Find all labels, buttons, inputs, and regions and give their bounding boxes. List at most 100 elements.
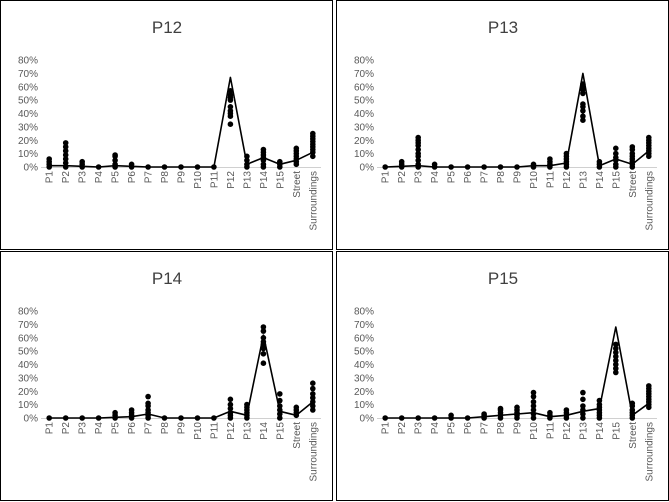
x-tick-label: P11 — [545, 422, 556, 439]
data-point — [580, 411, 586, 417]
x-tick-label: P2 — [397, 171, 408, 184]
data-point — [310, 153, 316, 160]
x-tick-label: P10 — [529, 422, 540, 440]
x-tick-label: Surroundings — [308, 422, 319, 481]
data-point — [580, 396, 586, 403]
data-point — [227, 401, 234, 408]
data-point — [277, 415, 283, 421]
data-point — [277, 391, 283, 397]
data-point — [580, 113, 586, 119]
data-point — [415, 134, 421, 141]
x-tick-label: P9 — [177, 171, 188, 184]
y-tick-label: 40% — [18, 360, 38, 371]
data-point — [580, 403, 586, 409]
x-tick-label: P10 — [193, 171, 204, 189]
data-point — [62, 144, 69, 150]
data-point — [415, 161, 421, 168]
y-tick-label: 40% — [18, 109, 38, 120]
x-tick-label: P6 — [127, 422, 138, 435]
data-point — [260, 339, 267, 345]
data-point — [128, 161, 135, 168]
data-point — [178, 164, 184, 170]
x-tick-label: P15 — [275, 171, 286, 189]
data-point — [613, 150, 619, 157]
x-tick-label: P9 — [513, 171, 524, 184]
x-tick-label: P13 — [578, 171, 589, 189]
chart-panel-p13: P13 0% 10% 20% 30% 40% 50% 60% 70% 80% P1 P2 P3 P4 P5 P… — [336, 0, 669, 250]
data-point — [530, 415, 537, 421]
data-point — [613, 361, 619, 368]
chart-panel-p14: P14 0% 10% 20% 30% 40% 50% 60% 70% 80% P1 P2 P3 P4 P5 P… — [0, 251, 333, 501]
chart-svg: P15 0% 10% 20% 30% 40% 50% 60% 70% 80% P1 P2 P3 P4 P5 P… — [354, 269, 657, 481]
x-tick-label: P3 — [78, 422, 89, 435]
x-tick-label: P12 — [226, 422, 237, 440]
x-tick-label: P1 — [381, 422, 392, 435]
x-tick-label: P4 — [430, 171, 441, 184]
x-tick-label: P4 — [94, 422, 105, 435]
chart-svg: P12 0% 10% 20% 30% 40% 50% 60% 70% 80% P1 P2 P3 P4 P5 P… — [18, 18, 321, 230]
series-line — [385, 72, 650, 168]
x-tick-label: Street — [628, 422, 639, 449]
data-point — [497, 405, 504, 412]
data-point — [580, 101, 586, 107]
y-tick-label: 10% — [18, 149, 38, 160]
x-tick-label: P4 — [94, 171, 105, 184]
data-point — [310, 385, 316, 392]
data-point — [431, 161, 438, 168]
x-tick-label: P7 — [144, 422, 155, 435]
x-tick-label: P13 — [242, 422, 253, 440]
x-tick-label: P8 — [160, 171, 171, 184]
data-point — [563, 407, 570, 413]
x-tick-label: P11 — [545, 171, 556, 188]
x-tick-label: P2 — [61, 422, 72, 435]
data-point — [95, 164, 102, 170]
data-point — [128, 407, 135, 413]
data-point — [646, 383, 652, 389]
x-tick-label: P14 — [259, 171, 270, 189]
data-point — [613, 154, 619, 161]
y-tick-label: 10% — [354, 149, 374, 160]
data-point — [613, 341, 619, 348]
chart-svg: P14 0% 10% 20% 30% 40% 50% 60% 70% 80% P1 P2 P3 P4 P5 P… — [18, 269, 321, 481]
series-line — [49, 76, 314, 168]
chart-svg: P13 0% 10% 20% 30% 40% 50% 60% 70% 80% P1 P2 P3 P4 P5 P… — [354, 18, 657, 230]
data-point — [310, 395, 316, 401]
y-tick-label: 80% — [354, 56, 374, 67]
y-tick-label: 60% — [354, 82, 374, 93]
y-tick-label: 60% — [354, 333, 374, 344]
data-point — [244, 161, 250, 168]
data-point — [145, 393, 151, 400]
data-point — [46, 415, 52, 421]
data-point — [580, 117, 586, 123]
data-point — [62, 140, 69, 146]
data-point — [310, 407, 316, 413]
data-point — [464, 415, 471, 421]
data-point — [260, 351, 267, 357]
x-tick-label: P15 — [611, 422, 622, 440]
y-tick-label: 10% — [354, 400, 374, 411]
y-tick-label: 70% — [354, 69, 374, 80]
data-point — [310, 403, 316, 409]
y-tick-label: 60% — [18, 333, 38, 344]
data-point — [431, 415, 438, 421]
data-point — [260, 161, 267, 168]
x-tick-label: P1 — [381, 171, 392, 184]
x-tick-label: Street — [628, 171, 639, 198]
data-point — [415, 157, 421, 164]
data-point — [310, 380, 316, 386]
x-tick-label: P4 — [430, 422, 441, 435]
data-point — [580, 407, 586, 413]
data-point — [580, 415, 586, 421]
data-point — [448, 412, 454, 419]
x-tick-label: P8 — [496, 422, 507, 435]
x-tick-label: P5 — [111, 171, 122, 184]
x-tick-label: P14 — [595, 422, 606, 440]
y-tick-label: 10% — [18, 400, 38, 411]
data-point — [112, 161, 118, 168]
y-tick-label: 30% — [18, 373, 38, 384]
x-tick-label: P3 — [78, 171, 89, 184]
y-tick-label: 40% — [354, 360, 374, 371]
y-tick-label: 80% — [18, 307, 38, 318]
y-tick-label: 30% — [18, 122, 38, 133]
y-tick-label: 20% — [18, 387, 38, 398]
